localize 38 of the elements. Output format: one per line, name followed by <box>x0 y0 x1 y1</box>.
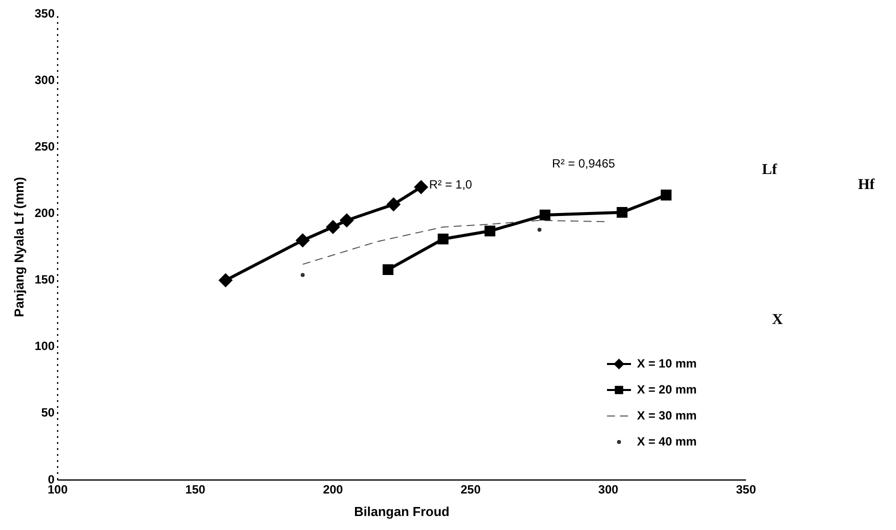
point <box>296 234 310 247</box>
text: Lf <box>762 162 778 178</box>
point <box>387 198 400 211</box>
x-tick-label: 350 <box>736 482 756 497</box>
y-tick-label: 100 <box>34 339 55 354</box>
legend-label: X = 40 mm <box>637 434 697 448</box>
x-tick-label: 250 <box>460 482 481 497</box>
point <box>300 272 305 277</box>
text: X <box>772 312 783 328</box>
y-tick-label: 300 <box>34 72 55 87</box>
annotation: R² = 1,0 <box>429 177 472 192</box>
legend-label: X = 20 mm <box>637 382 697 396</box>
point <box>219 274 232 287</box>
point <box>540 210 550 220</box>
legend-label: X = 30 mm <box>637 408 697 422</box>
legend-label: X = 10 mm <box>637 356 697 370</box>
point <box>660 190 672 200</box>
y-tick-label: 250 <box>34 139 55 154</box>
point <box>414 180 428 194</box>
text: Hf <box>858 176 876 193</box>
y-tick-label: 0 <box>48 472 55 486</box>
point <box>340 214 354 227</box>
point <box>616 206 628 218</box>
y-tick-label: 350 <box>34 6 55 20</box>
x-tick-label: 200 <box>322 482 344 497</box>
x-axis-title: Bilangan Froud <box>354 504 450 519</box>
x-tick-label: 150 <box>185 482 206 497</box>
y-tick-label: 200 <box>34 206 55 220</box>
point <box>382 264 394 276</box>
point <box>438 234 449 244</box>
annotation: R² = 0,9465 <box>552 156 616 170</box>
y-axis-title: Panjang Nyala Lf (mm) <box>11 176 26 318</box>
point <box>326 220 340 234</box>
y-tick-label: 150 <box>34 272 55 287</box>
point <box>537 228 542 232</box>
x-tick-label: 300 <box>598 482 619 497</box>
point <box>484 226 496 236</box>
y-tick-label: 50 <box>41 406 55 420</box>
